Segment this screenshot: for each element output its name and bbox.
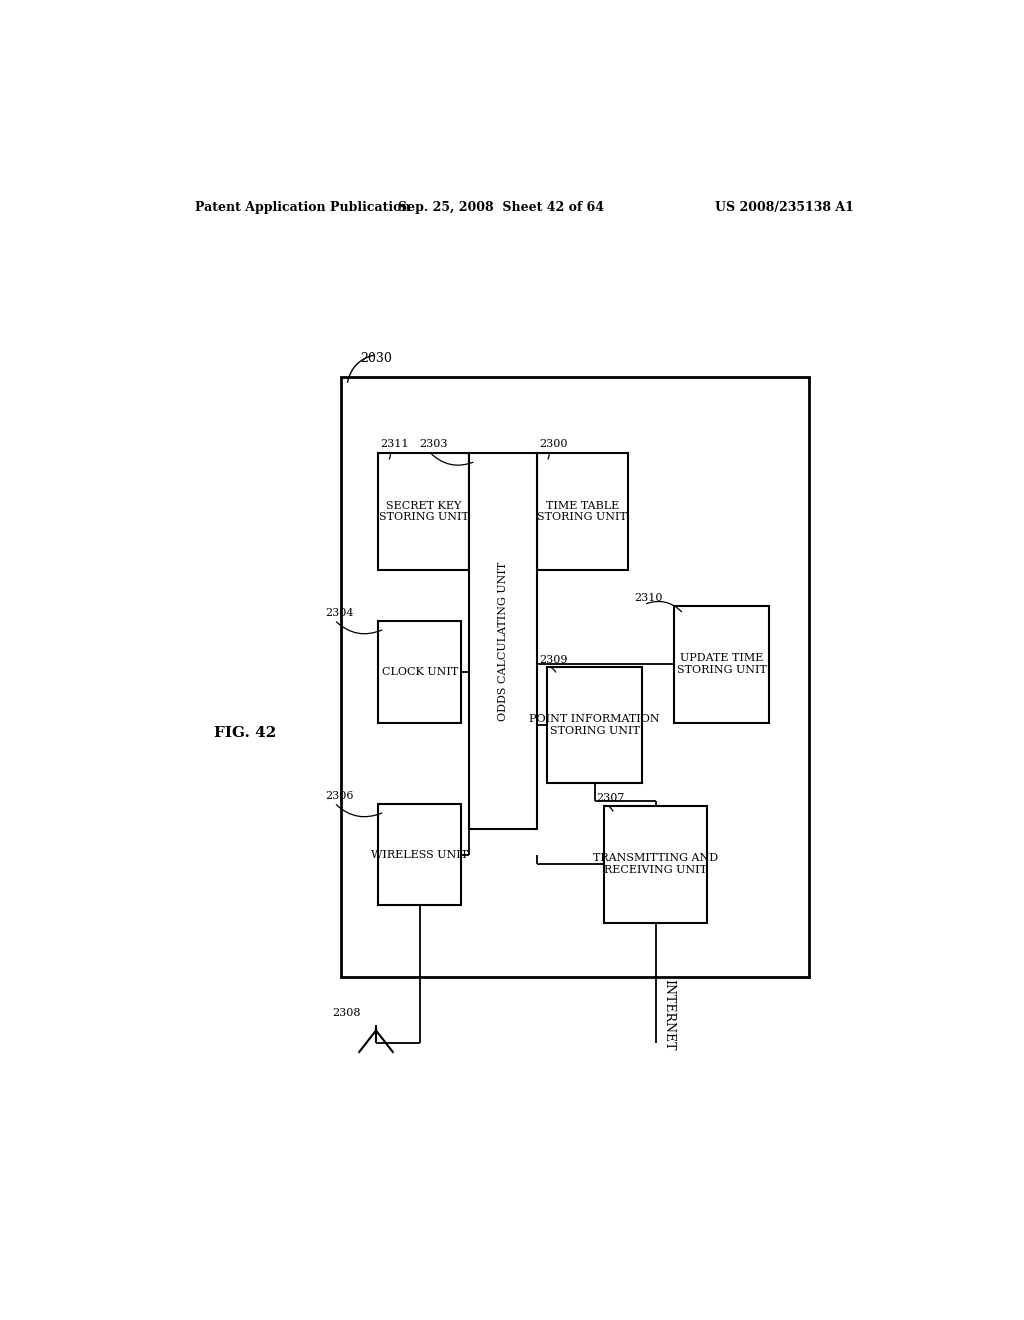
Text: 2307: 2307 (596, 793, 625, 803)
Text: FIG. 42: FIG. 42 (214, 726, 276, 739)
Text: 2303: 2303 (419, 440, 447, 449)
Text: 2308: 2308 (333, 1008, 360, 1018)
Bar (674, 606, 769, 722)
Bar (378, 453, 469, 570)
Text: 2306: 2306 (325, 791, 353, 801)
Text: 2300: 2300 (539, 440, 567, 449)
Text: US 2008/235138 A1: US 2008/235138 A1 (716, 201, 854, 214)
Bar (537, 453, 628, 570)
Text: ODDS CALCULATING UNIT: ODDS CALCULATING UNIT (498, 561, 508, 721)
Text: 2311: 2311 (380, 440, 409, 449)
Bar (469, 453, 537, 829)
Text: POINT INFORMATION
STORING UNIT: POINT INFORMATION STORING UNIT (529, 714, 659, 735)
Text: Patent Application Publication: Patent Application Publication (196, 201, 411, 214)
Bar (341, 378, 809, 977)
Text: SECRET KEY
STORING UNIT: SECRET KEY STORING UNIT (379, 500, 469, 523)
Bar (378, 620, 461, 722)
Text: CLOCK UNIT: CLOCK UNIT (382, 667, 458, 677)
Bar (547, 667, 642, 784)
Text: INTERNET: INTERNET (663, 979, 675, 1051)
Text: TIME TABLE
STORING UNIT: TIME TABLE STORING UNIT (538, 500, 628, 523)
Text: 2304: 2304 (325, 607, 353, 618)
Text: 2310: 2310 (634, 593, 663, 602)
Text: TRANSMITTING AND
RECEIVING UNIT: TRANSMITTING AND RECEIVING UNIT (593, 854, 718, 875)
Bar (378, 804, 461, 906)
Text: WIRELESS UNIT: WIRELESS UNIT (371, 850, 468, 859)
Text: 2030: 2030 (360, 351, 392, 364)
Text: Sep. 25, 2008  Sheet 42 of 64: Sep. 25, 2008 Sheet 42 of 64 (398, 201, 604, 214)
Text: 2309: 2309 (539, 655, 567, 664)
Bar (604, 805, 708, 923)
Text: UPDATE TIME
STORING UNIT: UPDATE TIME STORING UNIT (677, 653, 767, 675)
